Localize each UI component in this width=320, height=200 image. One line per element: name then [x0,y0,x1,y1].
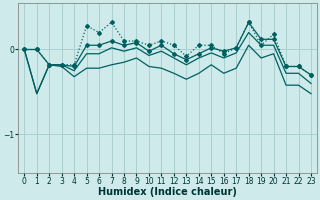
X-axis label: Humidex (Indice chaleur): Humidex (Indice chaleur) [98,187,237,197]
